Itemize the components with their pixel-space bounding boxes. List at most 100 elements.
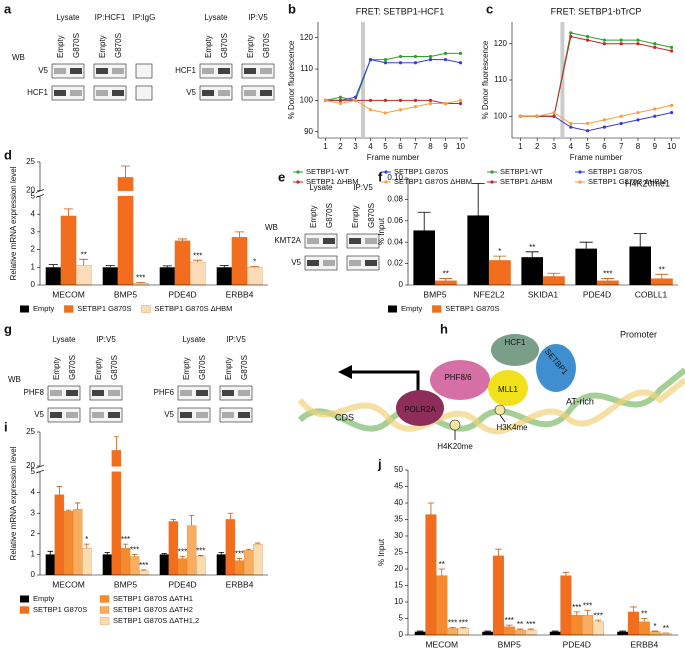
y-tick-label: 0	[399, 630, 404, 639]
point	[323, 98, 328, 102]
bar	[159, 267, 175, 285]
y-tick-label: 20	[26, 186, 35, 195]
wb-label: WB	[265, 223, 278, 232]
bar	[102, 267, 118, 285]
x-tick-label: 8	[636, 142, 641, 151]
y-tick-label: 20	[26, 461, 35, 470]
blot-box	[47, 407, 81, 423]
legend-swatch	[388, 305, 397, 313]
protein	[488, 370, 528, 406]
y-tick-label: 0	[31, 570, 36, 579]
region-label: Promoter	[620, 329, 657, 339]
diagram: HCF1 SETBP1 MLL1 PHF8/6 POLR2A CDS Promo…	[297, 329, 685, 451]
legend-swatch	[141, 305, 151, 313]
band	[202, 90, 214, 96]
significance: ***	[505, 616, 514, 625]
lane-label: G870S	[68, 355, 77, 380]
error-bar	[651, 630, 659, 632]
y-tick-label: 40	[394, 498, 403, 507]
significance: ***	[459, 619, 468, 628]
error-bar	[136, 281, 146, 284]
bar	[436, 575, 448, 636]
y-tick-label: 25	[26, 427, 35, 436]
x-tick-label: PDE4D	[168, 289, 196, 299]
x-tick-label: ERBB4	[226, 579, 254, 589]
point	[413, 61, 418, 65]
error-bar	[573, 611, 580, 616]
point	[636, 38, 640, 42]
band	[70, 68, 82, 74]
error-bar	[449, 627, 456, 629]
x-tick-label: MECOM	[52, 289, 85, 299]
y-tick-label: 10	[394, 597, 403, 606]
bar	[560, 575, 572, 636]
band	[365, 238, 377, 244]
x-tick-label: 7	[619, 142, 624, 151]
legend-swatch	[490, 180, 494, 184]
error-bar	[105, 265, 115, 268]
panel-label: e	[278, 169, 285, 184]
group-label: IP:V5	[353, 183, 373, 192]
point	[443, 58, 448, 62]
y-tick-label: 3	[31, 508, 36, 517]
point	[458, 61, 463, 65]
y-tick-label: 45	[394, 482, 403, 491]
y-tick-label: 0	[31, 280, 36, 289]
legend-label: SETBP1 G870S	[445, 304, 499, 313]
y-tick-label: 30	[394, 531, 403, 540]
legend-label: SETBP1 G870S ΔATH2	[113, 605, 193, 614]
y-axis-label: % Input	[377, 217, 386, 245]
point	[569, 34, 573, 39]
band	[92, 390, 104, 396]
error-bar	[48, 264, 58, 268]
legend-label: SETBP1 G870S ΔATH1	[113, 594, 193, 603]
mark-label: H3K4me	[496, 423, 528, 432]
lane-label: G870S	[367, 203, 376, 228]
point	[586, 121, 590, 126]
y-axis-label: Relative mRNA expression level	[9, 166, 18, 280]
band	[307, 260, 319, 266]
error-bar	[74, 502, 81, 510]
point	[535, 114, 539, 118]
axis-break	[35, 190, 268, 196]
legend-label: SETBP1 G870S	[77, 304, 131, 313]
error-bar	[122, 543, 129, 549]
blot-box	[51, 85, 85, 101]
point	[413, 105, 418, 109]
bar	[650, 278, 673, 286]
legend-swatch	[384, 180, 388, 184]
x-tick-label: 2	[535, 142, 540, 151]
error-bar	[516, 628, 524, 631]
point	[398, 108, 403, 112]
x-tick-label: 3	[552, 142, 557, 151]
bar	[492, 555, 504, 636]
panel-label: g	[4, 321, 12, 336]
x-tick-label: 4	[368, 142, 373, 151]
y-tick-label: 2	[31, 245, 36, 254]
point	[428, 54, 433, 59]
band	[260, 90, 272, 96]
point	[552, 111, 556, 115]
bar	[216, 267, 232, 285]
blot-box	[135, 85, 153, 101]
point	[398, 98, 403, 102]
x-tick-label: 6	[398, 142, 403, 151]
point	[670, 45, 674, 49]
region-label: CDS	[335, 412, 354, 422]
bar	[525, 629, 537, 636]
row-label: HCF1	[175, 66, 196, 75]
error-bar	[584, 609, 591, 616]
legend-label: SETBP1-WT	[500, 167, 543, 176]
group-label: Lysate	[56, 13, 80, 22]
blot-box	[346, 255, 380, 271]
error-bar	[234, 231, 245, 238]
legend-label: SETBP1 ΔHBM	[306, 177, 359, 186]
legend-label: SETBP1 G870S ΔHBM	[394, 177, 472, 186]
point	[653, 114, 657, 118]
significance: *	[85, 535, 88, 544]
legend-label: Empty	[401, 304, 423, 313]
bar	[592, 621, 604, 636]
lane-label: Empty	[246, 35, 255, 58]
error-bar	[633, 233, 647, 247]
y-tick-label: 50	[394, 465, 403, 474]
